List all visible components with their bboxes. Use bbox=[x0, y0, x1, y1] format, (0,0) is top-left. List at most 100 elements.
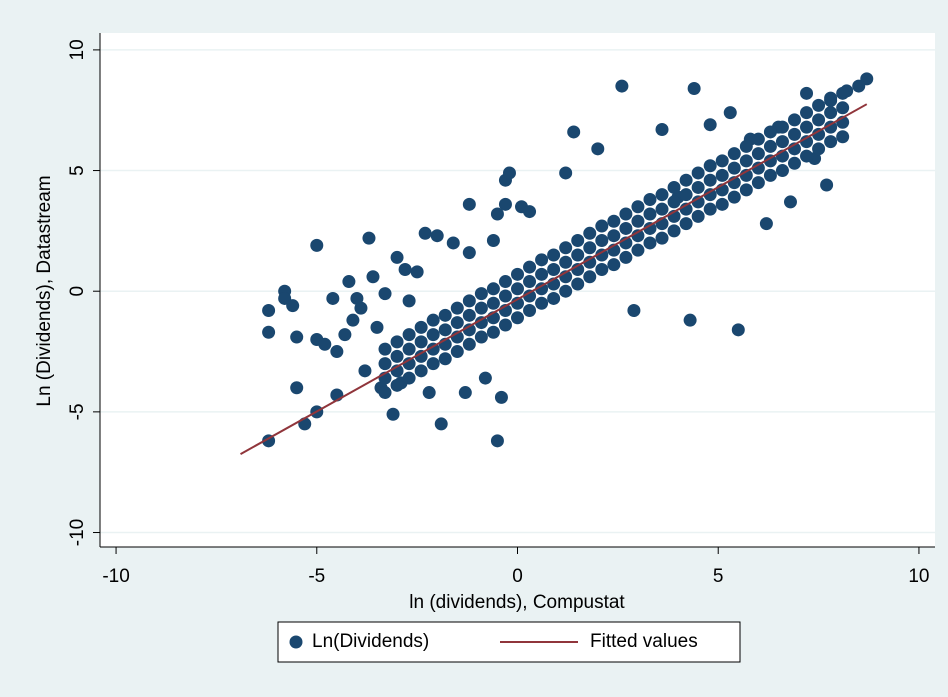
scatter-point bbox=[800, 135, 814, 149]
scatter-point bbox=[619, 250, 633, 264]
scatter-point bbox=[414, 349, 428, 363]
scatter-point bbox=[290, 381, 304, 395]
scatter-point bbox=[378, 342, 392, 356]
scatter-point bbox=[643, 193, 657, 207]
scatter-point bbox=[486, 234, 500, 248]
scatter-point bbox=[727, 147, 741, 161]
scatter-point bbox=[583, 241, 597, 255]
scatter-point bbox=[547, 262, 561, 276]
scatter-point bbox=[583, 255, 597, 269]
scatter-point bbox=[812, 127, 826, 141]
scatter-point bbox=[812, 98, 826, 112]
scatter-point bbox=[523, 289, 537, 303]
scatter-point bbox=[836, 86, 850, 100]
scatter-point bbox=[462, 197, 476, 211]
scatter-point bbox=[559, 166, 573, 180]
scatter-point bbox=[691, 166, 705, 180]
scatter-point bbox=[535, 253, 549, 267]
scatter-point bbox=[390, 349, 404, 363]
scatter-point bbox=[571, 277, 585, 291]
scatter-point bbox=[438, 308, 452, 322]
scatter-point bbox=[462, 308, 476, 322]
scatter-point bbox=[290, 330, 304, 344]
scatter-point bbox=[763, 125, 777, 139]
scatter-point bbox=[739, 154, 753, 168]
scatter-point bbox=[262, 325, 276, 339]
scatter-point bbox=[474, 316, 488, 330]
scatter-point bbox=[812, 113, 826, 127]
scatter-point bbox=[800, 86, 814, 100]
scatter-point bbox=[330, 345, 344, 359]
scatter-point bbox=[787, 127, 801, 141]
scatter-point bbox=[298, 417, 312, 431]
scatter-point bbox=[751, 147, 765, 161]
scatter-point bbox=[378, 386, 392, 400]
y-axis-title: Ln (Dividends), Datastream bbox=[34, 175, 55, 406]
scatter-point bbox=[775, 164, 789, 178]
scatter-point bbox=[691, 180, 705, 194]
scatter-point bbox=[262, 304, 276, 318]
scatter-point bbox=[338, 328, 352, 342]
scatter-point bbox=[631, 200, 645, 214]
scatter-point bbox=[715, 154, 729, 168]
scatter-point bbox=[458, 386, 472, 400]
scatter-point bbox=[326, 291, 340, 305]
scatter-point bbox=[824, 106, 838, 120]
scatter-point bbox=[450, 301, 464, 315]
scatter-point bbox=[414, 335, 428, 349]
scatter-point bbox=[402, 357, 416, 371]
scatter-point bbox=[763, 154, 777, 168]
scatter-point bbox=[346, 313, 360, 327]
scatter-point bbox=[751, 132, 765, 146]
scatter-point bbox=[523, 304, 537, 318]
scatter-point bbox=[787, 156, 801, 170]
scatter-point bbox=[511, 311, 524, 325]
scatter-point bbox=[446, 236, 460, 250]
scatter-point bbox=[426, 357, 440, 371]
scatter-point bbox=[655, 202, 669, 216]
fitted-line bbox=[240, 103, 868, 455]
scatter-point bbox=[378, 357, 392, 371]
scatter-point bbox=[511, 267, 524, 281]
scatter-point bbox=[691, 195, 705, 209]
scatter-point bbox=[426, 342, 440, 356]
scatter-point bbox=[667, 224, 681, 238]
scatter-point bbox=[723, 106, 737, 120]
scatter-point bbox=[462, 246, 476, 260]
scatter-point bbox=[462, 323, 476, 337]
x-axis-title: ln (dividends), Compustat bbox=[409, 592, 625, 613]
scatter-point bbox=[595, 234, 609, 248]
scatter-point bbox=[679, 217, 693, 231]
scatter-point bbox=[310, 238, 324, 252]
scatter-point bbox=[631, 214, 645, 228]
scatter-point bbox=[523, 205, 537, 219]
scatter-point bbox=[490, 207, 504, 221]
scatter-point bbox=[679, 173, 693, 187]
scatter-point bbox=[486, 296, 500, 310]
scatter-point bbox=[438, 352, 452, 366]
scatter-point bbox=[535, 267, 549, 281]
scatter-point bbox=[683, 313, 697, 327]
scatter-point bbox=[390, 335, 404, 349]
scatter-point bbox=[836, 130, 850, 144]
scatter-point bbox=[759, 217, 773, 231]
scatter-point bbox=[824, 120, 838, 134]
scatter-point bbox=[362, 231, 376, 245]
scatter-point bbox=[703, 188, 717, 202]
scatter-point bbox=[731, 323, 745, 337]
scatter-point bbox=[559, 255, 573, 269]
scatter-point bbox=[836, 101, 850, 115]
scatter-point bbox=[523, 260, 537, 274]
scatter-point bbox=[486, 282, 500, 296]
scatter-point bbox=[422, 386, 436, 400]
scatter-point bbox=[583, 270, 597, 284]
x-tick-label: 10 bbox=[908, 566, 929, 587]
scatter-point bbox=[567, 125, 581, 139]
scatter-point bbox=[342, 275, 356, 289]
scatter-point bbox=[474, 301, 488, 315]
scatter-point bbox=[800, 106, 814, 120]
scatter-point bbox=[751, 161, 765, 175]
scatter-point bbox=[643, 221, 657, 235]
scatter-point bbox=[523, 275, 537, 289]
